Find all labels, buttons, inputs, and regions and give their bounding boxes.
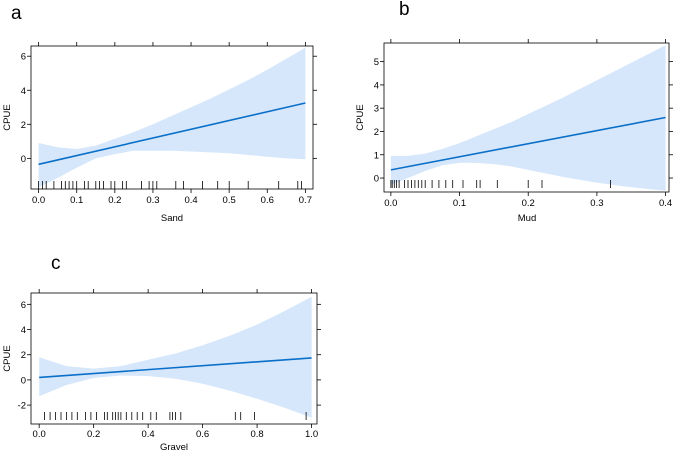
x-tick-label: 0.6 bbox=[261, 195, 274, 206]
y-tick-label: 2 bbox=[21, 350, 26, 361]
y-axis-title: CPUE bbox=[355, 104, 366, 130]
x-axis-title: Mud bbox=[518, 213, 536, 224]
confidence-band bbox=[390, 45, 666, 191]
fit-line bbox=[38, 102, 306, 166]
y-tick-label: 6 bbox=[21, 52, 26, 63]
x-tick-label: 0.0 bbox=[33, 429, 46, 440]
x-tick-label: 0.2 bbox=[108, 195, 121, 206]
y-tick-label: 2 bbox=[374, 127, 379, 138]
y-tick-label: 4 bbox=[374, 80, 379, 91]
y-tick-label: 6 bbox=[21, 300, 26, 311]
plot-frame bbox=[30, 292, 318, 425]
panel-c: c 0.0 0.2 0.4 0.6 0.8 1.0 -2 0 2 4 6 Gravel CPUE bbox=[2, 253, 321, 453]
x-tick-label: 0.1 bbox=[453, 198, 466, 209]
x-tick-label: 0.5 bbox=[223, 195, 236, 206]
x-tick-label: 0.8 bbox=[250, 429, 263, 440]
x-axis-title: Gravel bbox=[160, 442, 188, 453]
plot-frame bbox=[383, 42, 670, 193]
confidence-band bbox=[38, 47, 306, 188]
panel-a: a 0.0 0.1 0.2 0.3 0.4 0.5 0.6 0.7 0 2 4 6 Sand CPU… bbox=[2, 3, 317, 224]
x-tick-label: 0.0 bbox=[384, 198, 397, 209]
x-tick-label: 0.3 bbox=[146, 195, 159, 206]
plot-frame bbox=[30, 45, 314, 190]
x-tick-label: 0.2 bbox=[522, 198, 535, 209]
x-tick-label: 0.4 bbox=[142, 429, 155, 440]
y-tick-label: 3 bbox=[374, 104, 379, 115]
x-tick-label: 0.4 bbox=[659, 198, 672, 209]
y-tick-label: 4 bbox=[21, 325, 26, 336]
y-tick-label: 4 bbox=[21, 86, 26, 97]
y-tick-label: 0 bbox=[21, 154, 26, 165]
y-tick-label: 0 bbox=[21, 375, 26, 386]
x-tick-label: 0.7 bbox=[299, 195, 312, 206]
y-axis-title: CPUE bbox=[2, 345, 13, 371]
x-tick-label: 0.4 bbox=[184, 195, 197, 206]
y-tick-label: -2 bbox=[18, 401, 26, 412]
panel-letter: b bbox=[399, 0, 410, 20]
x-tick-label: 0.3 bbox=[590, 198, 603, 209]
fit-line bbox=[390, 116, 666, 171]
y-axis-title: CPUE bbox=[2, 104, 13, 130]
panel-letter: a bbox=[11, 3, 22, 24]
y-tick-label: 1 bbox=[374, 150, 379, 161]
x-tick-label: 0.2 bbox=[87, 429, 100, 440]
x-tick-label: 0.6 bbox=[196, 429, 209, 440]
panel-letter: c bbox=[51, 253, 61, 274]
y-tick-label: 5 bbox=[374, 57, 379, 68]
panel-b: b 0.0 0.1 0.2 0.3 0.4 0 1 2 3 4 5 Mud CPUE bbox=[355, 0, 673, 224]
x-tick-label: 0.0 bbox=[32, 195, 45, 206]
x-axis-title: Sand bbox=[161, 213, 183, 224]
confidence-band bbox=[39, 296, 312, 418]
fit-line bbox=[39, 357, 312, 379]
x-tick-label: 1.0 bbox=[305, 429, 318, 440]
y-tick-label: 0 bbox=[374, 174, 379, 185]
y-tick-label: 2 bbox=[21, 120, 26, 131]
x-tick-label: 0.1 bbox=[70, 195, 83, 206]
